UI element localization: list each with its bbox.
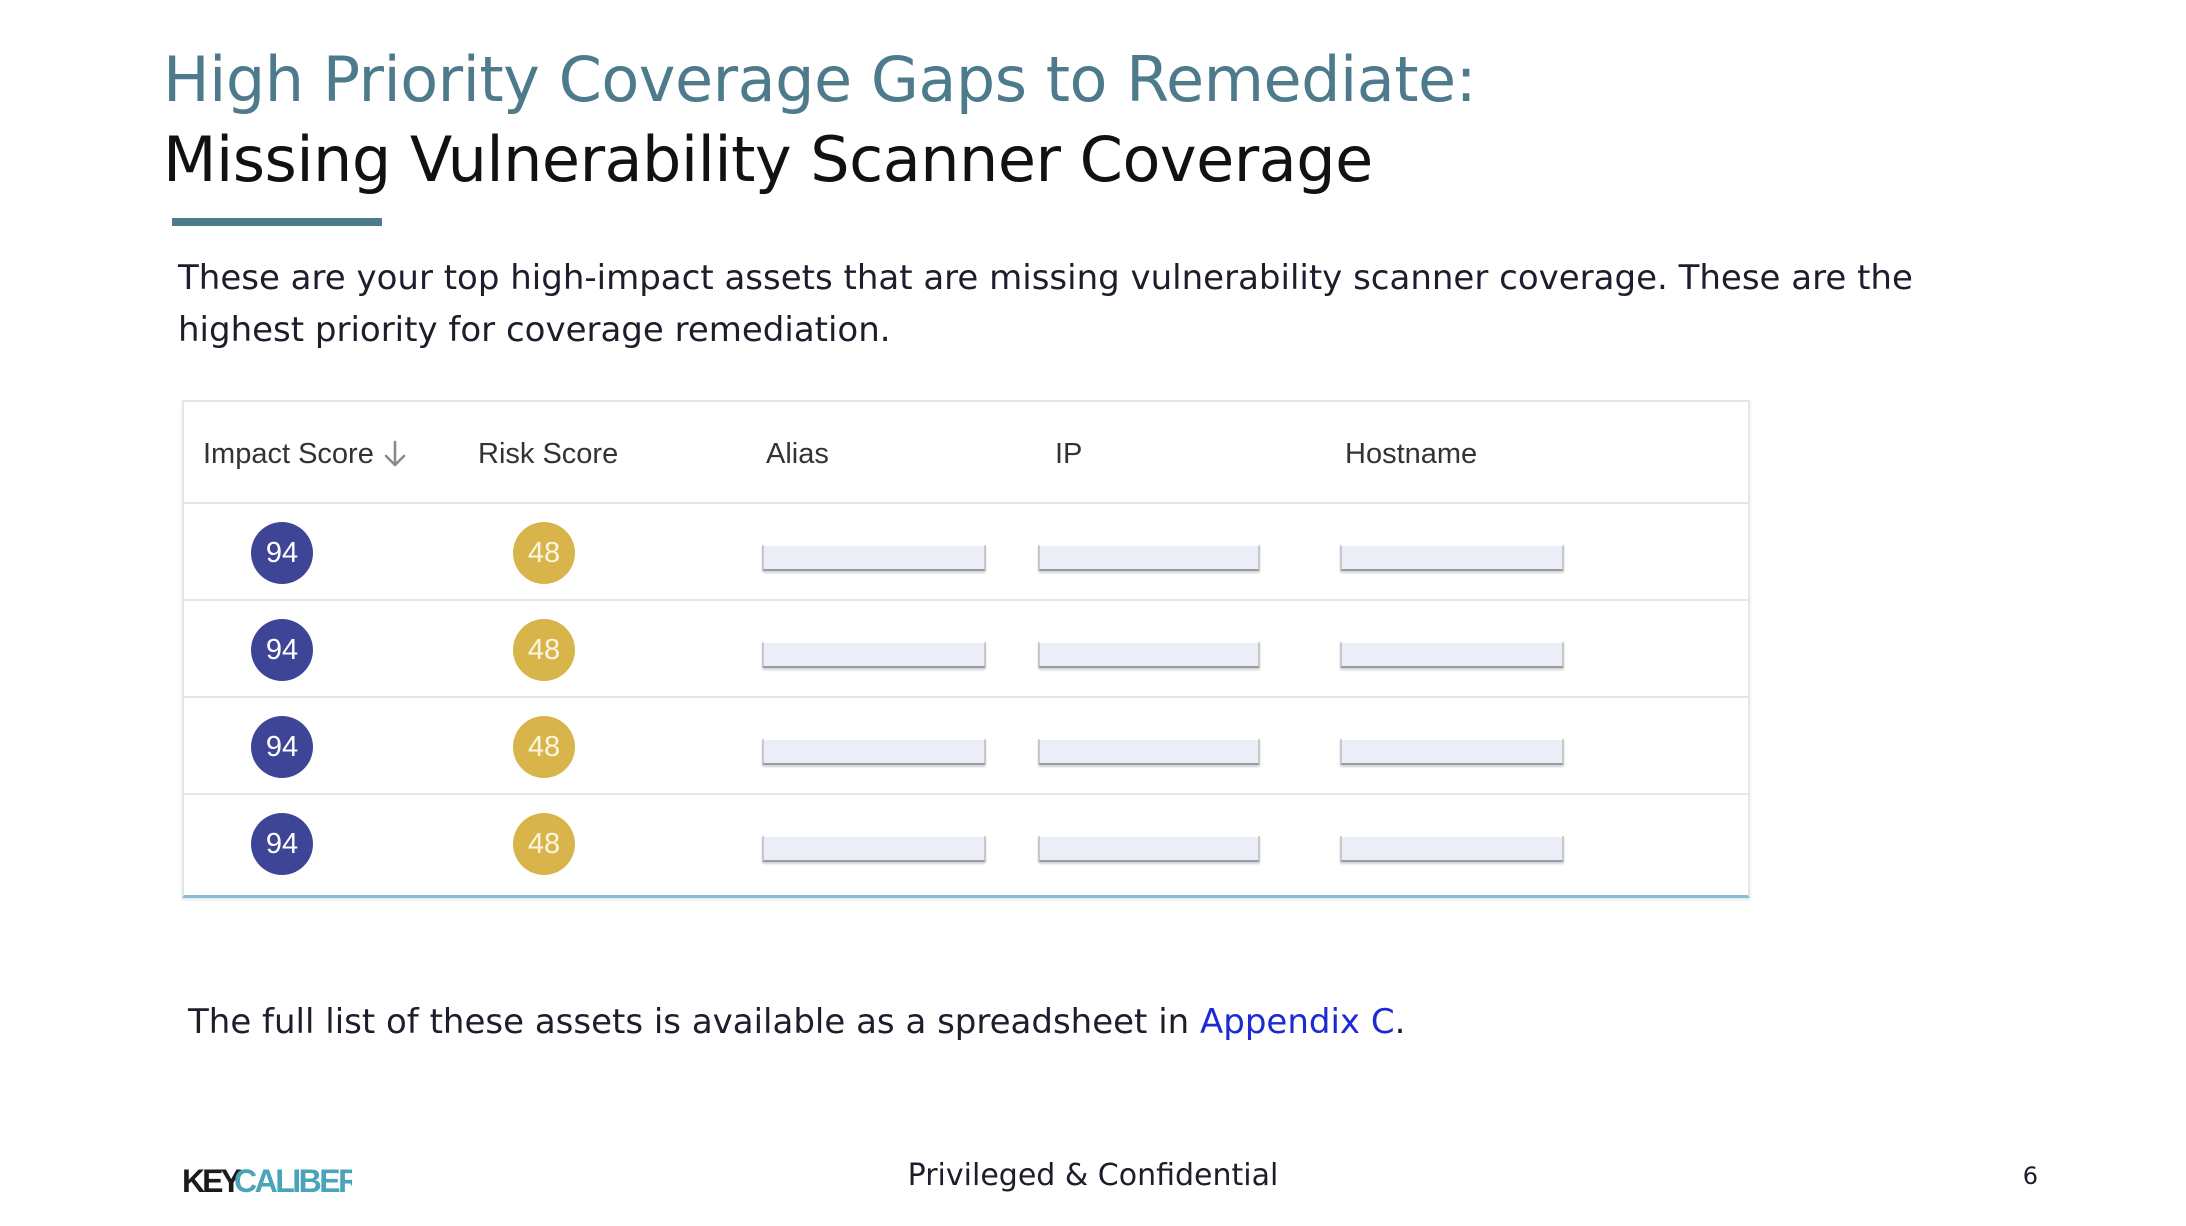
assets-table: Impact Score Risk Score Alias IP Hostnam… <box>182 400 1750 898</box>
column-header-ip[interactable]: IP <box>1055 438 1083 470</box>
redacted-ip <box>1038 738 1260 765</box>
redacted-ip <box>1038 544 1260 571</box>
impact-score-badge: 94 <box>251 619 313 681</box>
redacted-alias <box>762 641 986 668</box>
table-row[interactable]: 94 48 <box>184 795 1748 892</box>
footnote-period: . <box>1394 1002 1406 1042</box>
column-header-alias[interactable]: Alias <box>766 438 829 470</box>
footnote: The full list of these assets is availab… <box>188 996 1405 1048</box>
risk-score-badge: 48 <box>513 813 575 875</box>
confidentiality-footer: Privileged & Confidential <box>907 1158 1279 1193</box>
redacted-hostname <box>1340 835 1564 862</box>
arrow-down-icon[interactable] <box>382 439 408 469</box>
svg-text:KEY: KEY <box>182 1163 241 1198</box>
redacted-hostname <box>1340 544 1564 571</box>
redacted-alias <box>762 835 986 862</box>
redacted-alias <box>762 544 986 571</box>
keycaliber-logo-mark: KEY CALIBER <box>182 1163 352 1198</box>
svg-text:CALIBER: CALIBER <box>234 1163 352 1198</box>
appendix-c-link[interactable]: Appendix C <box>1200 1002 1395 1042</box>
column-header-risk-score[interactable]: Risk Score <box>478 438 619 470</box>
redacted-alias <box>762 738 986 765</box>
redacted-ip <box>1038 641 1260 668</box>
risk-score-badge: 48 <box>513 522 575 584</box>
intro-paragraph: These are your top high-impact assets th… <box>178 258 1913 350</box>
table-row[interactable]: 94 48 <box>184 504 1748 601</box>
risk-score-badge: 48 <box>513 716 575 778</box>
footnote-text: The full list of these assets is availab… <box>188 1002 1200 1042</box>
impact-score-header-label: Impact Score <box>203 438 374 470</box>
title-line-1: High Priority Coverage Gaps to Remediate… <box>163 43 1477 116</box>
page-number: 6 <box>2022 1162 2038 1190</box>
impact-score-badge: 94 <box>251 716 313 778</box>
table-header: Impact Score Risk Score Alias IP Hostnam… <box>184 402 1748 504</box>
redacted-ip <box>1038 835 1260 862</box>
impact-score-badge: 94 <box>251 813 313 875</box>
redacted-hostname <box>1340 738 1564 765</box>
impact-score-badge: 94 <box>251 522 313 584</box>
keycaliber-logo: KEY CALIBER <box>182 1162 352 1198</box>
column-header-hostname[interactable]: Hostname <box>1345 438 1478 470</box>
slide-title: High Priority Coverage Gaps to Remediate… <box>163 40 1477 200</box>
title-underline <box>172 218 382 226</box>
risk-score-badge: 48 <box>513 619 575 681</box>
table-row[interactable]: 94 48 <box>184 698 1748 795</box>
redacted-hostname <box>1340 641 1564 668</box>
title-line-2: Missing Vulnerability Scanner Coverage <box>163 123 1373 196</box>
column-header-impact-score[interactable]: Impact Score <box>203 438 408 471</box>
table-row[interactable]: 94 48 <box>184 601 1748 698</box>
